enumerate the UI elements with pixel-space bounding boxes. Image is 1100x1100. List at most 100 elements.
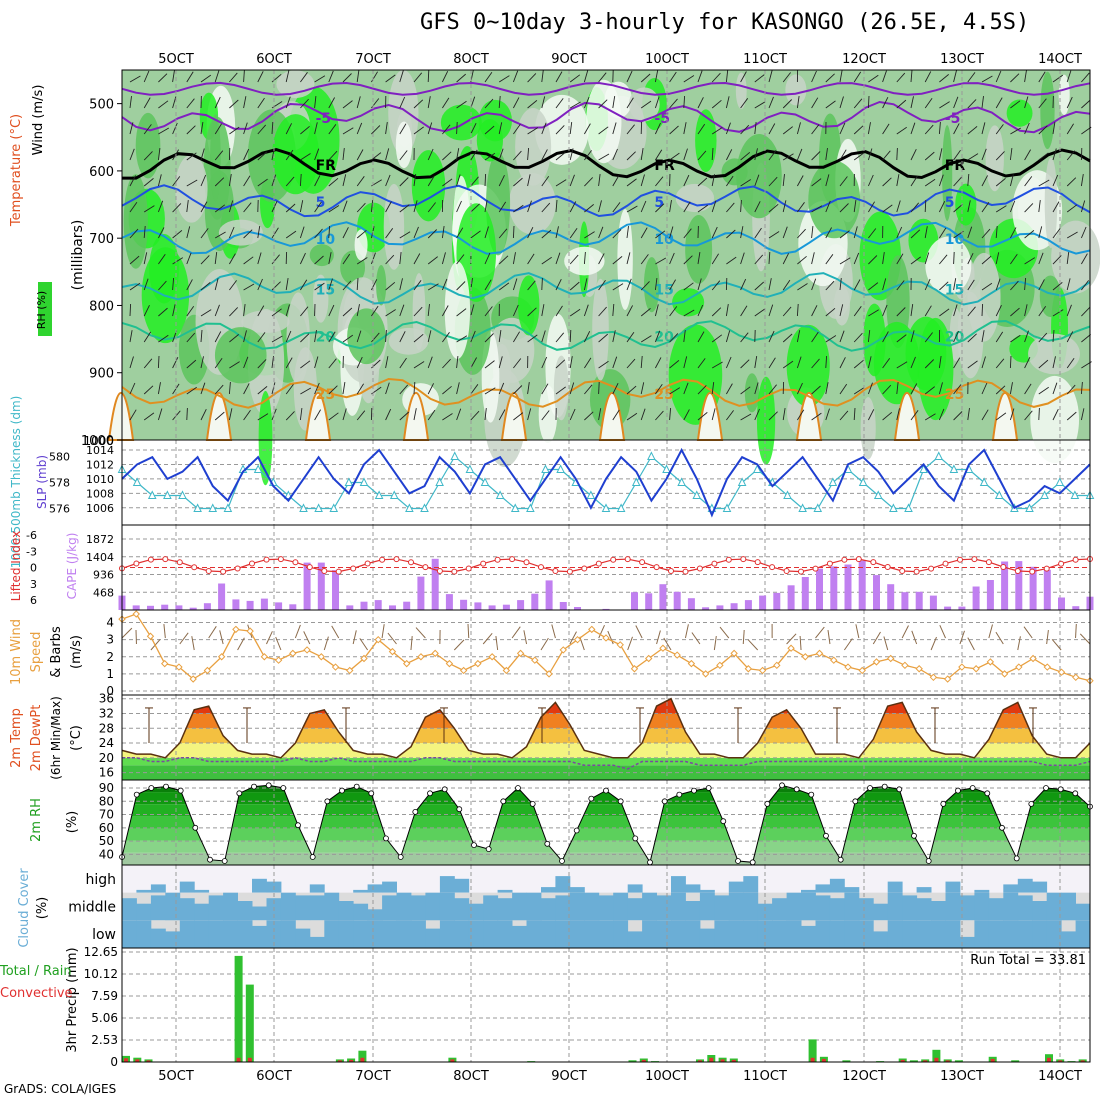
wind-barb-10m — [381, 624, 385, 639]
wind-barb — [342, 200, 348, 213]
wind-speed-point — [573, 635, 582, 644]
wind-barb — [811, 358, 820, 369]
wind-barb — [896, 72, 906, 83]
rh-point — [735, 858, 741, 864]
wind-barb — [740, 124, 750, 135]
wind-barb — [229, 307, 239, 317]
thickness-point — [132, 477, 142, 486]
isotherm-label: 15 — [945, 283, 964, 299]
wind-barb — [697, 70, 703, 83]
wind-barb — [924, 199, 927, 213]
wind-barb — [924, 332, 933, 343]
wind-barb-10m — [482, 632, 493, 645]
wind-barb — [158, 227, 165, 239]
cloud-bar-middle — [237, 901, 253, 921]
wind-barb — [995, 278, 1001, 291]
wind-barb — [853, 306, 862, 317]
wind-barb — [1010, 253, 1018, 265]
cloud-bar-low — [150, 928, 166, 948]
ylabel-wind-units: (m/s) — [69, 635, 84, 669]
wind-barb — [158, 307, 168, 317]
wind-barb — [385, 329, 387, 343]
y-tick-label-lifted: -3 — [26, 545, 37, 558]
wind-barb — [825, 100, 836, 109]
wind-barb — [867, 95, 870, 109]
cloud-bar-low — [1075, 920, 1091, 948]
wind-barb — [1080, 200, 1086, 213]
cloud-bar-high — [1003, 884, 1019, 893]
wind-barb — [257, 386, 268, 395]
cloud-bar-low — [931, 920, 946, 948]
y-tick-label: 4 — [106, 616, 114, 630]
cloud-bar-middle — [122, 898, 137, 921]
wind-barb — [158, 280, 167, 291]
rh-cell — [272, 114, 320, 195]
wind-barb — [640, 100, 652, 109]
ylabel-cloud-units: (%) — [35, 897, 50, 920]
wind-barb — [484, 360, 495, 369]
cloud-row-label: middle — [68, 900, 116, 916]
rh-cell — [517, 275, 540, 336]
wind-barb — [797, 283, 808, 291]
rh-cell — [395, 121, 413, 169]
wind-barb — [725, 122, 731, 135]
thickness-point — [450, 451, 460, 460]
cape-bar — [218, 583, 226, 610]
wind-barb — [697, 412, 708, 421]
wind-barb — [413, 200, 418, 213]
wind-barb — [399, 252, 402, 265]
wind-barb — [513, 331, 520, 343]
wind-barb — [541, 330, 546, 343]
cape-bar — [289, 604, 297, 610]
thickness-point — [465, 464, 475, 473]
wind-barb — [143, 305, 150, 317]
wind-barb — [285, 411, 295, 421]
wind-barb — [555, 199, 558, 213]
wind-barb — [484, 333, 494, 343]
wind-barb — [1066, 70, 1072, 83]
cape-bar — [260, 598, 268, 610]
wind-barb — [1010, 334, 1021, 343]
wind-barb — [754, 356, 758, 369]
wind-barb — [1024, 230, 1035, 239]
wind-barb — [768, 176, 778, 187]
wind-barb — [640, 382, 645, 395]
wind-barb — [626, 278, 632, 291]
rh-point — [808, 791, 815, 798]
convective-bar — [135, 1059, 140, 1062]
y-tick-label-lifted: 6 — [30, 594, 37, 607]
wind-barb — [967, 99, 977, 109]
wind-barb — [214, 384, 224, 395]
isotherm-label: 20 — [654, 330, 674, 346]
lifted-index-point — [509, 556, 516, 563]
wind-barb — [186, 252, 192, 265]
convective-bar — [731, 1059, 736, 1062]
lifted-index-point — [538, 564, 544, 571]
wind-barb-10m — [495, 636, 499, 651]
wind-speed-point — [815, 649, 824, 658]
x-tick-label-bottom: 14OCT — [1038, 1069, 1082, 1084]
wind-barb — [328, 385, 338, 395]
wind-barb — [399, 331, 406, 343]
cloud-bar-middle — [252, 906, 267, 921]
wind-speed-point — [730, 649, 738, 658]
wind-speed-point — [844, 663, 852, 671]
wind-barb — [200, 174, 207, 187]
wind-barb — [498, 95, 501, 109]
x-tick-label-top: 14OCT — [1038, 52, 1082, 67]
wind-barb — [868, 228, 877, 239]
wind-barb — [271, 308, 282, 317]
lifted-index-point — [552, 568, 559, 574]
wind-barb — [654, 96, 660, 109]
wind-barb — [867, 330, 871, 343]
thickness-point — [889, 503, 898, 512]
wind-barb — [995, 305, 1002, 317]
wind-barb — [441, 252, 446, 265]
wind-barb — [967, 173, 970, 187]
cloud-bar-low — [439, 920, 455, 948]
wind-barb — [456, 308, 467, 317]
wind-speed-point — [616, 641, 624, 649]
cloud-bar-middle — [1061, 892, 1076, 921]
convective-bar — [124, 1058, 128, 1062]
isotherm-line — [121, 184, 1091, 218]
